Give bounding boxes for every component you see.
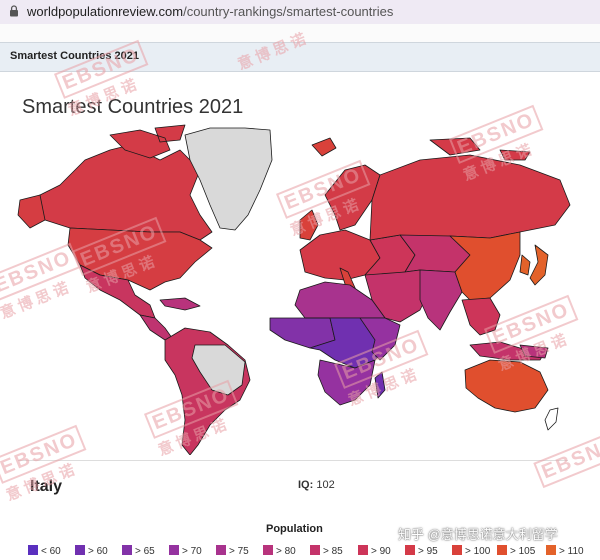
legend-item: > 80 bbox=[263, 541, 296, 557]
footer-watermark: 知乎 @意博思诺意大利留学 bbox=[398, 527, 558, 542]
legend-label: > 105 bbox=[510, 546, 536, 557]
legend-item: > 100 bbox=[452, 541, 491, 557]
region-arctic-islands bbox=[109, 124, 186, 159]
legend-swatch bbox=[28, 545, 38, 555]
legend-label: > 60 bbox=[88, 546, 108, 557]
legend-item: > 105 bbox=[497, 541, 536, 557]
legend-swatch bbox=[405, 545, 415, 555]
legend-swatch bbox=[263, 545, 273, 555]
legend-item: < 60 bbox=[28, 541, 61, 557]
legend-swatch bbox=[75, 545, 85, 555]
selected-country-name: Italy bbox=[30, 478, 63, 495]
legend-label: > 110 bbox=[559, 546, 584, 557]
iq-value: 102 bbox=[316, 479, 335, 491]
content-tab-bar: Smartest Countries 2021 bbox=[0, 42, 600, 72]
region-australia bbox=[464, 359, 549, 413]
region-uk bbox=[299, 209, 319, 241]
region-iceland bbox=[311, 137, 337, 157]
legend-label: < 60 bbox=[41, 546, 61, 557]
url-path: /country-rankings/smartest-countries bbox=[183, 4, 394, 19]
legend-item: > 85 bbox=[310, 541, 343, 557]
legend-label: > 85 bbox=[323, 546, 343, 557]
legend-label: > 100 bbox=[465, 546, 491, 557]
region-papua bbox=[519, 344, 549, 359]
legend-swatch bbox=[497, 545, 507, 555]
iq-label: IQ: bbox=[298, 479, 314, 491]
map-title: Smartest Countries 2021 bbox=[22, 96, 244, 118]
divider bbox=[18, 460, 568, 461]
legend-swatch bbox=[546, 545, 556, 555]
region-caribbean bbox=[159, 297, 201, 311]
legend-item: > 75 bbox=[216, 541, 249, 557]
legend-title: Population bbox=[266, 523, 323, 535]
url-host: worldpopulationreview.com bbox=[27, 4, 184, 19]
region-east-africa bbox=[359, 317, 401, 361]
legend-label: > 80 bbox=[276, 546, 296, 557]
region-canada bbox=[21, 144, 213, 241]
legend-swatch bbox=[122, 545, 132, 555]
legend-label: > 90 bbox=[371, 546, 391, 557]
selected-country-iq: IQ: 102 bbox=[298, 479, 335, 491]
legend-label: > 95 bbox=[418, 546, 438, 557]
region-india bbox=[419, 269, 463, 331]
legend-label: > 70 bbox=[182, 546, 202, 557]
legend-item: > 70 bbox=[169, 541, 202, 557]
legend-item: > 60 bbox=[75, 541, 108, 557]
url-text[interactable]: worldpopulationreview.com/country-rankin… bbox=[27, 4, 393, 19]
region-southeast-asia bbox=[461, 297, 501, 336]
legend-swatch bbox=[452, 545, 462, 555]
world-map[interactable] bbox=[0, 120, 600, 455]
legend-item: > 90 bbox=[358, 541, 391, 557]
region-brazil-nodata bbox=[191, 344, 246, 396]
legend-item: > 65 bbox=[122, 541, 155, 557]
tab-title: Smartest Countries 2021 bbox=[10, 50, 139, 62]
lock-icon bbox=[10, 5, 18, 17]
legend-item: > 110 bbox=[546, 541, 584, 557]
address-bar[interactable]: worldpopulationreview.com/country-rankin… bbox=[0, 0, 600, 25]
legend-swatch bbox=[358, 545, 368, 555]
region-korea-japan bbox=[519, 244, 549, 286]
region-new-zealand bbox=[544, 407, 559, 431]
page-header-band bbox=[0, 24, 600, 42]
region-madagascar bbox=[374, 371, 386, 399]
region-russia bbox=[369, 154, 571, 243]
region-central-america bbox=[139, 314, 173, 341]
legend-swatch bbox=[169, 545, 179, 555]
region-southern-africa bbox=[317, 359, 376, 406]
legend-label: > 75 bbox=[229, 546, 249, 557]
legend-item: > 95 bbox=[405, 541, 438, 557]
region-greenland bbox=[184, 127, 273, 231]
legend-swatch bbox=[310, 545, 320, 555]
region-alaska bbox=[17, 194, 46, 229]
legend-swatch bbox=[216, 545, 226, 555]
region-arctic-russia bbox=[429, 137, 531, 161]
legend-label: > 65 bbox=[135, 546, 155, 557]
